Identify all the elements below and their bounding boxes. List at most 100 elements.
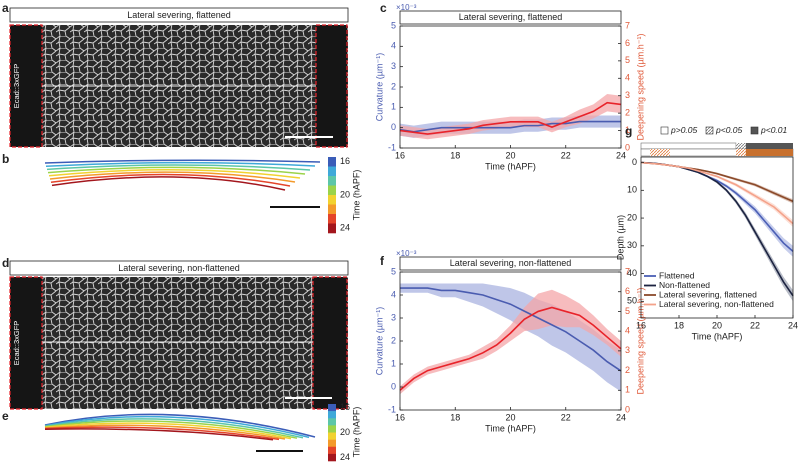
profile-line: [44, 426, 280, 441]
profile-line: [51, 176, 286, 191]
colorbar-cell: [328, 195, 336, 205]
profile-line: [44, 424, 286, 440]
title-box: [399, 10, 622, 25]
sig-key: [660, 126, 669, 135]
y2-tick-label: 4: [625, 326, 630, 336]
colorbar-tick-label: 16: [340, 402, 350, 412]
x-tick-label: 16: [395, 412, 405, 422]
colorbar-cell: [328, 176, 336, 186]
y-tick-label: 4: [391, 41, 396, 51]
series-line: [640, 161, 794, 225]
colorbar: 16 20 24: [328, 402, 350, 462]
y2-tick-label: 6: [625, 38, 630, 48]
x-tick-label: 16: [395, 150, 405, 160]
series-line: [399, 120, 621, 133]
y-tick-label: 2: [391, 335, 396, 345]
severed-region: [315, 24, 348, 148]
y-tick-label: 50: [627, 296, 637, 306]
error-band: [641, 162, 793, 227]
sig-strip: [745, 143, 793, 149]
colorbar-tick-label: 16: [340, 156, 350, 166]
legend-label: Lateral severing, non-flattened: [659, 299, 774, 309]
y-tick-label: 0: [391, 122, 396, 132]
sig-key: [705, 126, 714, 135]
profile-line: [49, 171, 296, 183]
profile-line: [44, 428, 274, 441]
colorbar-cell: [328, 439, 336, 448]
profile-lines: [44, 413, 316, 441]
colorbar-cell: [328, 214, 336, 224]
x-tick-label: 18: [450, 412, 460, 422]
y-tick-label: 2: [391, 81, 396, 91]
y2-tick-label: 4: [625, 73, 630, 83]
colorbar-cell: [328, 446, 336, 455]
colorbar-cell: [328, 425, 336, 433]
sig-strip: [736, 143, 746, 149]
y-axis-label: Depth (µm): [615, 215, 625, 260]
colorbar-tick-label: 20: [340, 427, 350, 437]
y-tick-label: 0: [391, 381, 396, 391]
y-tick-label: 5: [391, 266, 396, 276]
series-line: [399, 306, 622, 391]
x-tick-label: 20: [505, 412, 515, 422]
sig-strip: [650, 149, 670, 156]
x-tick-label: 18: [674, 320, 684, 330]
colorbar-label: Time (hAPF): [351, 407, 361, 458]
y2-tick-label: 3: [625, 90, 630, 100]
y2-tick-label: 6: [625, 286, 630, 296]
profile-line: [47, 166, 306, 175]
x-tick-label: 22: [561, 150, 571, 160]
severed-region: [9, 24, 43, 148]
x-tick-label: 18: [450, 150, 460, 160]
panel-label: b: [2, 152, 9, 166]
profile-line: [44, 159, 321, 164]
y-tick-label: 5: [391, 20, 396, 30]
profile-line: [44, 422, 292, 440]
y2-tick-label: 7: [625, 266, 630, 276]
x-tick-label: 24: [616, 412, 626, 422]
y-tick-label: 3: [391, 61, 396, 71]
y2-axis-label: Deepening speed (µm.h⁻¹): [635, 34, 645, 141]
side-label: Ecad::3xGFP: [12, 64, 21, 109]
y-axis-label: Curvature (µm⁻¹): [374, 307, 384, 375]
y2-tick-label: 0: [625, 142, 630, 152]
y-tick-label: 30: [627, 240, 637, 250]
colorbar: 16 20 24: [328, 156, 350, 234]
colorbar-cell: [328, 432, 336, 440]
profile-lines: [44, 159, 321, 191]
colorbar-cell: [328, 411, 336, 419]
y-tick-label: -1: [388, 404, 396, 414]
colorbar-cell: [328, 453, 336, 462]
y2-tick-label: 1: [625, 385, 630, 395]
y-tick-label: 1: [391, 358, 396, 368]
sig-key: [750, 126, 759, 135]
y-tick-label: 4: [391, 289, 396, 299]
panel-label: e: [2, 409, 9, 423]
panel-label: c: [380, 1, 387, 15]
panel-label: a: [2, 1, 9, 15]
profile-line: [44, 420, 298, 439]
colorbar-cell: [328, 185, 336, 196]
y-tick-label: 3: [391, 312, 396, 322]
error-band: [400, 283, 621, 392]
y-tick-label: 40: [627, 268, 637, 278]
profile-line: [48, 169, 301, 179]
sig-strip: [640, 142, 737, 150]
sig-label: p<0.05: [715, 125, 743, 135]
colorbar-cell: [328, 404, 336, 412]
colorbar-cell: [328, 223, 336, 234]
x-tick-label: 16: [636, 320, 646, 330]
series-line: [400, 287, 622, 372]
y-tick-label: 0: [632, 157, 637, 167]
chart-title: Lateral severing, non-flattened: [450, 258, 572, 268]
profile-line: [45, 161, 316, 167]
sig-strip: [736, 149, 746, 156]
profile-line: [44, 418, 304, 439]
panel-label: d: [2, 256, 9, 270]
y-tick-label: 20: [627, 212, 637, 222]
y-tick-label: 10: [627, 185, 637, 195]
sig-label: p>0.05: [670, 125, 698, 135]
x-tick-label: 20: [505, 150, 515, 160]
sig-label: p<0.01: [760, 125, 788, 135]
